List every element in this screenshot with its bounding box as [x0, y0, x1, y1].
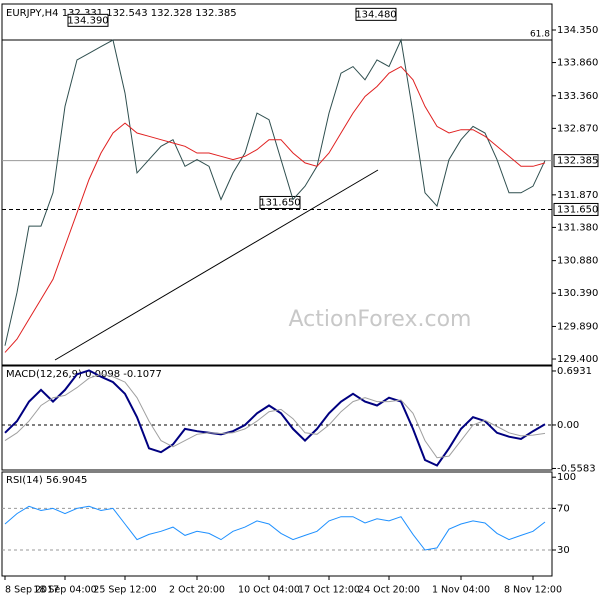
y-tick-label: 134.350 — [557, 25, 598, 36]
price-panel — [1, 3, 553, 366]
macd-panel — [1, 365, 553, 471]
panel-title: MACD(12,26,9) 0.0098 -0.1077 — [6, 369, 162, 380]
annotation-box — [67, 13, 109, 27]
annotation-box — [355, 7, 397, 21]
annotation-box — [259, 195, 301, 209]
y-tick-label: 0.00 — [557, 420, 579, 431]
x-tick-label: 8 Sep 2017 — [5, 585, 59, 596]
y-tick-label: 131.870 — [557, 190, 598, 201]
x-tick-label: 17 Oct 12:00 — [298, 585, 360, 596]
x-tick-label: 10 Oct 04:00 — [238, 585, 300, 596]
y-tick-label: -0.5583 — [557, 463, 596, 474]
y-tick-label: 30 — [557, 545, 570, 556]
x-tick-label: 1 Nov 04:00 — [432, 585, 490, 596]
y-tick-label: 129.890 — [557, 321, 598, 332]
x-tick-label: 25 Sep 12:00 — [93, 585, 156, 596]
y-tick-label: 129.400 — [557, 354, 598, 365]
macd-line — [4, 369, 546, 467]
annotation-label: 134.390 — [67, 15, 108, 26]
signal-line — [4, 373, 546, 459]
level-label: 131.650 — [557, 204, 598, 215]
y-tick-label: 132.870 — [557, 123, 598, 134]
rsi-panel — [1, 471, 553, 577]
panel-title: RSI(14) 56.9045 — [6, 475, 87, 486]
y-tick-label: 130.880 — [557, 256, 598, 267]
last-price-box — [553, 154, 599, 168]
x-tick-label: 8 Nov 12:00 — [504, 585, 562, 596]
y-tick-label: 133.860 — [557, 58, 598, 69]
x-tick-label: 18 Sep 04:00 — [33, 585, 96, 596]
y-tick-label: 100 — [557, 472, 576, 483]
rsi-line — [4, 505, 546, 551]
trend-line — [54, 169, 379, 361]
panel-title: EURJPY,H4 132.331 132.543 132.328 132.38… — [6, 8, 237, 19]
y-tick-label: 131.380 — [557, 222, 598, 233]
fib-label: 61.8 — [530, 29, 550, 39]
watermark: ActionForex.com — [289, 307, 472, 332]
annotation-label: 131.650 — [259, 197, 300, 208]
last-price-label: 132.385 — [557, 156, 598, 167]
ma-line — [4, 65, 546, 353]
x-tick-label: 24 Oct 20:00 — [358, 585, 420, 596]
y-tick-label: 70 — [557, 503, 570, 514]
y-tick-label: 133.360 — [557, 91, 598, 102]
annotation-label: 134.480 — [355, 9, 396, 20]
x-tick-label: 2 Oct 20:00 — [169, 585, 225, 596]
y-tick-label: 0.6931 — [557, 366, 592, 377]
y-tick-label: 130.390 — [557, 288, 598, 299]
level-box — [553, 202, 599, 216]
